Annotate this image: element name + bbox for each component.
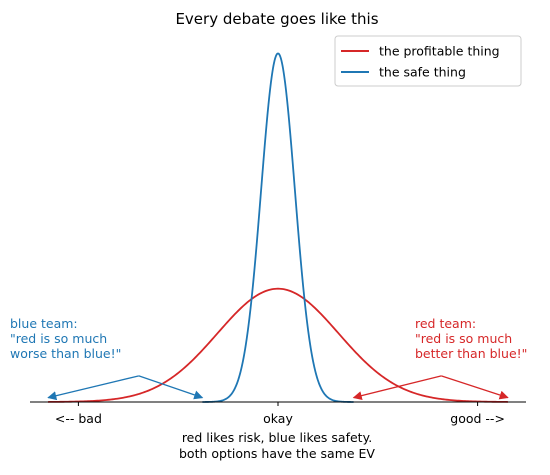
chart-title: Every debate goes like this [175, 10, 378, 28]
annotation-red-text: "red is so much [415, 331, 512, 346]
annotation-red-text: red team: [415, 316, 476, 331]
x-tick-label: <-- bad [55, 411, 102, 426]
legend-label-profitable: the profitable thing [379, 44, 500, 59]
annotation-red-arrow [354, 376, 442, 398]
legend-label-safe: the safe thing [379, 65, 466, 80]
annotation-blue-arrow [48, 376, 139, 398]
annotation-blue-text: blue team: [10, 316, 78, 331]
x-tick-label: good --> [450, 411, 505, 426]
annotation-blue-text: worse than blue!" [10, 346, 121, 361]
legend: the profitable thing the safe thing [335, 36, 521, 86]
annotation-red-text: better than blue!" [415, 346, 527, 361]
x-tick-label: okay [263, 411, 293, 426]
annotation-blue-text: "red is so much [10, 331, 107, 346]
x-axis-label-line-1: red likes risk, blue likes safety. [182, 430, 372, 445]
annotation-red-arrow [441, 376, 508, 398]
series-line-safe [202, 53, 353, 402]
x-ticks: <-- bad okay good --> [55, 402, 505, 426]
x-axis-label-line-2: both options have the same EV [179, 446, 375, 461]
